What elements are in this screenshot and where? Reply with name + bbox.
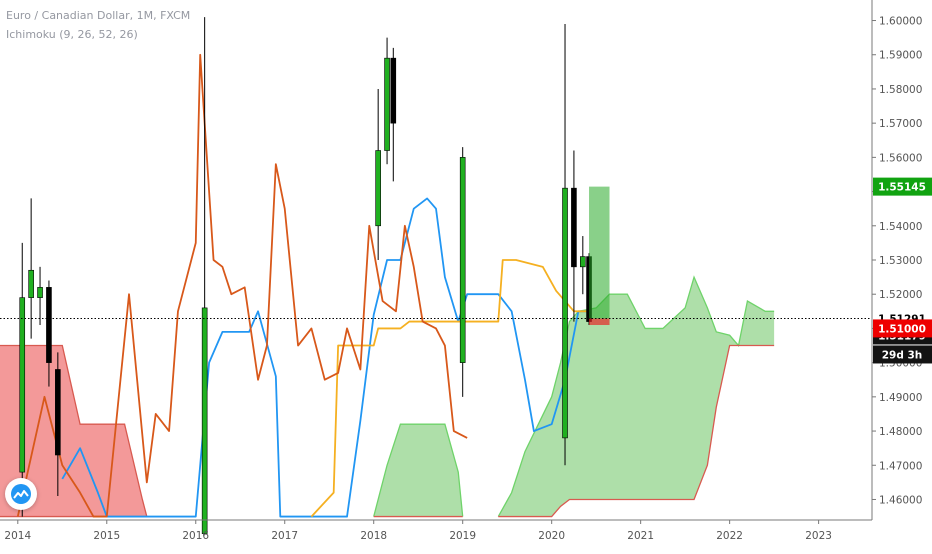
cloud-span-a-1: [373, 423, 464, 517]
candle-body[interactable]: [37, 287, 43, 298]
cloud-span-a-0: [0, 344, 148, 517]
candles[interactable]: [19, 17, 592, 534]
x-tick-label: 2014: [4, 530, 31, 542]
price-badges: 1.551451.512911.5117929d 3h1.51000: [873, 177, 932, 364]
x-tick-label: 2019: [449, 530, 476, 542]
cloud-span-a-2: [497, 275, 775, 517]
y-tick-label: 1.60000: [879, 16, 922, 28]
candle-body[interactable]: [375, 150, 381, 227]
axes: 1.460001.470001.480001.490001.500001.510…: [0, 0, 922, 542]
position-profit-zone[interactable]: [589, 186, 610, 319]
badge-stop-bg: [873, 319, 932, 338]
series-lagging-span: [16, 53, 468, 518]
mountain-logo-icon: [11, 484, 31, 504]
y-tick-label: 1.46000: [879, 494, 922, 506]
indicator-label[interactable]: Ichimoku (9, 26, 52, 26): [6, 28, 138, 41]
x-tick-label: 2021: [627, 530, 654, 542]
ichimoku-clouds: [0, 275, 775, 518]
cloud-0: [0, 345, 147, 517]
badge-countdown: 29d 3h: [882, 349, 923, 361]
series-conversion-line: [61, 197, 588, 518]
badge-target: 1.55145: [878, 182, 926, 194]
candle-body[interactable]: [201, 307, 208, 534]
y-tick-label: 1.47000: [879, 460, 922, 472]
candle-body[interactable]: [55, 369, 61, 456]
x-tick-label: 2022: [716, 530, 743, 542]
y-tick-label: 1.54000: [879, 221, 922, 233]
tradingview-logo[interactable]: [5, 478, 37, 510]
candle-body[interactable]: [562, 187, 568, 439]
cloud-1: [373, 424, 463, 517]
y-tick-label: 1.56000: [879, 152, 922, 164]
candle-body[interactable]: [384, 57, 390, 151]
y-tick-label: 1.58000: [879, 84, 922, 96]
x-tick-label: 2017: [271, 530, 298, 542]
y-tick-label: 1.52000: [879, 289, 922, 301]
y-tick-label: 1.49000: [879, 392, 922, 404]
candle-body[interactable]: [46, 287, 52, 363]
series-base-line: [310, 259, 588, 518]
cloud-span-b-2: [498, 344, 775, 518]
y-tick-label: 1.59000: [879, 50, 922, 62]
x-tick-label: 2018: [360, 530, 387, 542]
y-tick-label: 1.57000: [879, 118, 922, 130]
chart-title: Euro / Canadian Dollar, 1M, FXCM: [6, 9, 191, 22]
y-tick-label: 1.48000: [879, 426, 922, 438]
x-tick-label: 2015: [93, 530, 120, 542]
x-tick-label: 2020: [538, 530, 565, 542]
position-loss-zone[interactable]: [589, 318, 610, 326]
badge-target-bg: [873, 177, 932, 196]
badge-countdown-bg: [873, 345, 932, 364]
candle-body[interactable]: [571, 187, 577, 268]
y-tick-label: 1.53000: [879, 255, 922, 267]
position-tool[interactable]: [0, 186, 872, 326]
candle-body[interactable]: [28, 269, 34, 298]
cloud-2: [498, 277, 775, 517]
candle-body[interactable]: [580, 256, 586, 268]
x-tick-label: 2016: [182, 530, 209, 542]
x-tick-label: 2023: [805, 530, 832, 542]
candle-body[interactable]: [19, 297, 26, 473]
badge-stop: 1.51000: [878, 323, 926, 335]
candle-body[interactable]: [390, 57, 397, 124]
candle-body[interactable]: [459, 157, 466, 363]
